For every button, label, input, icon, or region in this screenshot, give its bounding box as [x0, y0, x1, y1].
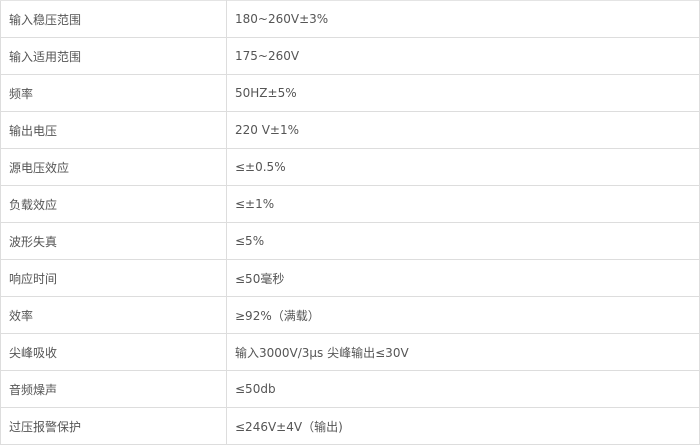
table-row: 效率 ≥92%（满载）	[0, 296, 700, 334]
table-row: 频率 50HZ±5%	[0, 74, 700, 112]
table-row: 响应时间 ≤50毫秒	[0, 259, 700, 297]
spec-value: ≤50db	[226, 370, 700, 408]
spec-label: 音频燥声	[0, 370, 227, 408]
table-row: 源电压效应 ≤±0.5%	[0, 148, 700, 186]
spec-value: 输入3000V/3μs 尖峰输出≤30V	[226, 333, 700, 371]
table-row: 尖峰吸收 输入3000V/3μs 尖峰输出≤30V	[0, 333, 700, 371]
spec-value: ≥92%（满载）	[226, 296, 700, 334]
table-row: 波形失真 ≤5%	[0, 222, 700, 260]
spec-label: 输入稳压范围	[0, 0, 227, 38]
spec-label: 输出电压	[0, 111, 227, 149]
spec-value: ≤246V±4V（输出)	[226, 407, 700, 445]
table-row: 音频燥声 ≤50db	[0, 370, 700, 408]
table-row: 负载效应 ≤±1%	[0, 185, 700, 223]
spec-value: ≤±0.5%	[226, 148, 700, 186]
spec-label: 负载效应	[0, 185, 227, 223]
spec-label: 过压报警保护	[0, 407, 227, 445]
spec-value: 180~260V±3%	[226, 0, 700, 38]
table-row: 过压报警保护 ≤246V±4V（输出)	[0, 407, 700, 445]
spec-label: 输入适用范围	[0, 37, 227, 75]
table-row: 输入适用范围 175~260V	[0, 37, 700, 75]
spec-label: 源电压效应	[0, 148, 227, 186]
table-row: 输入稳压范围 180~260V±3%	[0, 0, 700, 38]
spec-value: 175~260V	[226, 37, 700, 75]
spec-label: 频率	[0, 74, 227, 112]
spec-value: ≤±1%	[226, 185, 700, 223]
spec-value: ≤5%	[226, 222, 700, 260]
spec-label: 波形失真	[0, 222, 227, 260]
spec-label: 效率	[0, 296, 227, 334]
spec-label: 响应时间	[0, 259, 227, 297]
spec-value: 220 V±1%	[226, 111, 700, 149]
spec-label: 尖峰吸收	[0, 333, 227, 371]
table-row: 输出电压 220 V±1%	[0, 111, 700, 149]
spec-value: 50HZ±5%	[226, 74, 700, 112]
spec-value: ≤50毫秒	[226, 259, 700, 297]
